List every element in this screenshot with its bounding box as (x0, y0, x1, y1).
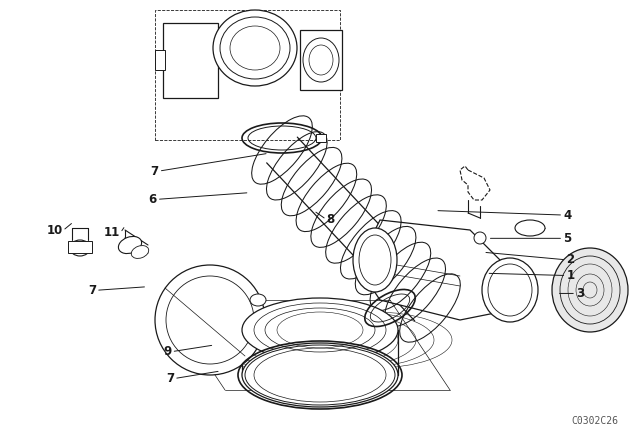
Ellipse shape (242, 298, 398, 362)
Text: 4: 4 (563, 208, 572, 222)
Text: 7: 7 (88, 284, 96, 297)
Text: 3: 3 (576, 287, 584, 300)
Ellipse shape (118, 237, 141, 254)
Text: 2: 2 (566, 253, 575, 267)
Text: 1: 1 (566, 269, 575, 282)
Bar (155, 10, 340, 140)
Ellipse shape (353, 228, 397, 292)
Text: 8: 8 (326, 213, 335, 226)
Bar (68, 241, 92, 253)
Bar (155, 50, 165, 70)
Ellipse shape (70, 240, 90, 256)
Text: C0302C26: C0302C26 (572, 416, 619, 426)
Ellipse shape (552, 248, 628, 332)
Text: 11: 11 (104, 226, 120, 240)
Ellipse shape (213, 10, 297, 86)
Text: 9: 9 (163, 345, 172, 358)
Ellipse shape (474, 232, 486, 244)
Ellipse shape (131, 246, 148, 258)
Bar (163, 23, 218, 98)
Text: 10: 10 (47, 224, 63, 237)
Polygon shape (460, 166, 490, 200)
Text: 7: 7 (166, 372, 174, 385)
Ellipse shape (303, 38, 339, 82)
Text: 6: 6 (148, 193, 157, 206)
Ellipse shape (242, 343, 398, 407)
Ellipse shape (515, 220, 545, 236)
Ellipse shape (250, 294, 266, 306)
Text: 7: 7 (150, 164, 159, 178)
Ellipse shape (482, 258, 538, 322)
Text: 5: 5 (563, 232, 572, 245)
Ellipse shape (155, 265, 265, 375)
Bar (300, 30, 342, 90)
Polygon shape (360, 220, 510, 320)
Bar (316, 134, 326, 142)
